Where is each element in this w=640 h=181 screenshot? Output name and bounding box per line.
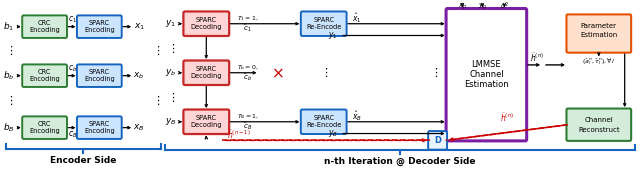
Text: $y_{B}$: $y_{B}$: [328, 128, 338, 139]
Text: $y_{b}$: $y_{b}$: [165, 67, 177, 78]
FancyBboxPatch shape: [77, 15, 122, 38]
Text: n-th Iteration @ Decoder Side: n-th Iteration @ Decoder Side: [324, 156, 476, 166]
Text: Estimation: Estimation: [464, 80, 509, 89]
Text: $c_{B}$: $c_{B}$: [68, 129, 77, 140]
Text: SPARC: SPARC: [196, 66, 217, 72]
Text: CRC: CRC: [38, 69, 51, 75]
Text: $\vdots$: $\vdots$: [4, 94, 13, 107]
Text: Parameter: Parameter: [581, 23, 617, 29]
Text: $c_{1}$: $c_{1}$: [68, 14, 77, 25]
Text: $y_{1}$: $y_{1}$: [165, 18, 177, 29]
Text: Reconstruct: Reconstruct: [578, 127, 620, 133]
Text: $\hat{c}_{b}$: $\hat{c}_{b}$: [243, 72, 252, 83]
Text: Encoding: Encoding: [84, 76, 115, 82]
Text: Decoding: Decoding: [191, 73, 222, 79]
Text: SPARC: SPARC: [313, 17, 334, 23]
Text: Channel: Channel: [469, 70, 504, 79]
Text: $c_{b}$: $c_{b}$: [68, 64, 77, 74]
Text: $T_{b} = 0,$: $T_{b} = 0,$: [237, 64, 259, 72]
Text: $b_{b}$: $b_{b}$: [3, 70, 15, 82]
Text: $y_p$: $y_p$: [478, 1, 487, 12]
Text: $\vdots$: $\vdots$: [152, 44, 160, 57]
FancyBboxPatch shape: [184, 60, 229, 85]
Text: $\sigma^2$: $\sigma^2$: [500, 1, 509, 12]
Text: $b_{B}$: $b_{B}$: [3, 121, 15, 134]
Text: SPARC: SPARC: [196, 17, 217, 23]
Text: Encoding: Encoding: [29, 76, 60, 82]
Text: $(\hat{a}_l^n, \hat{\tau}_l^n), \forall l$: $(\hat{a}_l^n, \hat{\tau}_l^n), \forall …: [582, 57, 615, 67]
Text: $x_{B}$: $x_{B}$: [133, 122, 145, 133]
Text: Estimation: Estimation: [580, 33, 618, 39]
Text: Channel: Channel: [584, 117, 613, 123]
FancyBboxPatch shape: [428, 131, 447, 150]
FancyBboxPatch shape: [301, 110, 347, 134]
Text: Encoding: Encoding: [84, 27, 115, 33]
Text: $\vdots$: $\vdots$: [152, 94, 160, 107]
FancyBboxPatch shape: [301, 11, 347, 36]
Text: $\widetilde{h}^{(n)}$: $\widetilde{h}^{(n)}$: [500, 112, 514, 124]
Text: SPARC: SPARC: [89, 69, 110, 75]
Text: $T_{B} = 1,$: $T_{B} = 1,$: [237, 112, 259, 121]
Text: LMMSE: LMMSE: [472, 60, 501, 69]
Text: $x_{b}$: $x_{b}$: [134, 70, 145, 81]
FancyBboxPatch shape: [566, 14, 631, 53]
Text: SPARC: SPARC: [196, 115, 217, 121]
Text: Encoding: Encoding: [84, 128, 115, 134]
FancyBboxPatch shape: [446, 9, 527, 141]
Text: $\widetilde{h}^{(n)}$: $\widetilde{h}^{(n)}$: [530, 52, 544, 64]
FancyBboxPatch shape: [22, 15, 67, 38]
Text: $\times$: $\times$: [271, 65, 284, 80]
Text: Decoding: Decoding: [191, 24, 222, 30]
Text: $\hat{x}_{B}$: $\hat{x}_{B}$: [352, 109, 362, 123]
Text: Encoder Side: Encoder Side: [50, 157, 116, 165]
Text: $x_p$: $x_p$: [458, 1, 467, 12]
Text: Re-Encode: Re-Encode: [306, 24, 341, 30]
Text: $\hat{c}_{1}$: $\hat{c}_{1}$: [243, 23, 252, 34]
FancyBboxPatch shape: [566, 109, 631, 141]
FancyBboxPatch shape: [77, 64, 122, 87]
Text: $x_{1}$: $x_{1}$: [134, 21, 145, 32]
Text: Encoding: Encoding: [29, 128, 60, 134]
Text: $\vdots$: $\vdots$: [429, 66, 438, 79]
Text: CRC: CRC: [38, 121, 51, 127]
Text: Re-Encode: Re-Encode: [306, 122, 341, 128]
Text: $\widetilde{h}^{(n-1)}$: $\widetilde{h}^{(n-1)}$: [227, 128, 251, 141]
FancyBboxPatch shape: [184, 11, 229, 36]
FancyBboxPatch shape: [22, 116, 67, 139]
Text: $\vdots$: $\vdots$: [167, 91, 175, 104]
Text: CRC: CRC: [38, 20, 51, 26]
Text: SPARC: SPARC: [313, 115, 334, 121]
Text: $y_{B}$: $y_{B}$: [165, 116, 177, 127]
Text: $T_{1} = 1,$: $T_{1} = 1,$: [237, 14, 259, 23]
Text: $\vdots$: $\vdots$: [4, 44, 13, 57]
Text: $\hat{c}_{B}$: $\hat{c}_{B}$: [243, 121, 252, 132]
FancyBboxPatch shape: [22, 64, 67, 87]
Text: $b_{1}$: $b_{1}$: [3, 20, 14, 33]
Text: $\vdots$: $\vdots$: [167, 42, 175, 55]
Text: $y_{1}$: $y_{1}$: [328, 30, 338, 41]
FancyBboxPatch shape: [77, 116, 122, 139]
Text: $\hat{x}_{1}$: $\hat{x}_{1}$: [352, 11, 362, 25]
Text: D: D: [434, 136, 441, 145]
Text: SPARC: SPARC: [89, 121, 110, 127]
Text: Encoding: Encoding: [29, 27, 60, 33]
Text: $\vdots$: $\vdots$: [319, 66, 328, 79]
Text: Decoding: Decoding: [191, 122, 222, 128]
Text: SPARC: SPARC: [89, 20, 110, 26]
FancyBboxPatch shape: [184, 110, 229, 134]
